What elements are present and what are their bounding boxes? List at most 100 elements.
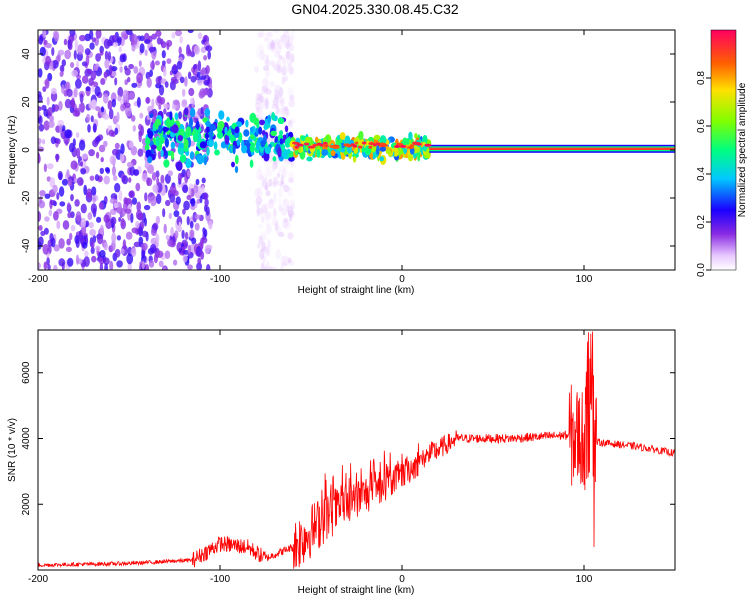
heatmap-cell bbox=[124, 208, 132, 214]
heatmap-cell bbox=[110, 66, 118, 72]
heatmap-cell bbox=[315, 136, 319, 143]
heatmap-cell bbox=[50, 199, 57, 206]
heatmap-cell bbox=[204, 198, 209, 207]
heatmap-cell bbox=[73, 49, 77, 60]
heatmap-cell bbox=[48, 120, 55, 128]
heatmap-cell bbox=[224, 126, 228, 135]
heatmap-cell bbox=[139, 35, 145, 42]
heatmap-cell bbox=[128, 190, 134, 198]
colorbar-tick-label: 0.2 bbox=[696, 215, 707, 229]
heatmap-cell bbox=[104, 59, 110, 69]
heatmap-cell bbox=[267, 114, 272, 124]
heatmap-cell bbox=[169, 111, 173, 121]
heatmap-cell bbox=[81, 153, 89, 160]
heatmap-cell bbox=[256, 206, 260, 217]
heatmap-cell bbox=[69, 142, 75, 153]
heatmap-cell bbox=[75, 132, 80, 138]
heatmap-cell bbox=[111, 71, 117, 77]
heatmap-cell bbox=[197, 79, 203, 86]
heatmap-cell bbox=[179, 76, 185, 84]
heatmap-cell bbox=[358, 130, 364, 140]
colorbar-label: Normalized spectral amplitude bbox=[737, 82, 748, 217]
heatmap-cell bbox=[261, 84, 266, 95]
heatmap-cell bbox=[196, 71, 201, 78]
heatmap-cell bbox=[145, 137, 151, 146]
heatmap-cell bbox=[258, 235, 264, 245]
heatmap-cell bbox=[255, 102, 261, 111]
heatmap-cell bbox=[42, 244, 49, 250]
heatmap-cell bbox=[274, 89, 280, 100]
heatmap-cell bbox=[43, 261, 48, 270]
heatmap-cell bbox=[385, 149, 392, 155]
heatmap-cell bbox=[80, 203, 87, 214]
heatmap-cell bbox=[38, 124, 45, 132]
heatmap-cell bbox=[66, 169, 70, 178]
heatmap-cell bbox=[283, 198, 287, 207]
heatmap-cell bbox=[408, 153, 413, 162]
heatmap-cell bbox=[125, 30, 133, 35]
heatmap-cell bbox=[196, 198, 201, 204]
heatmap-cell bbox=[205, 65, 210, 75]
heatmap-cell bbox=[269, 198, 274, 204]
heatmap-cell bbox=[98, 201, 104, 210]
heatmap-cell bbox=[76, 147, 81, 159]
heatmap-cell bbox=[282, 167, 288, 178]
heatmap-cell bbox=[276, 43, 282, 55]
heatmap-cell bbox=[217, 120, 225, 129]
heatmap-cell bbox=[103, 257, 110, 266]
heatmap-cell bbox=[143, 204, 151, 211]
heatmap-cell bbox=[38, 152, 41, 164]
heatmap-cell bbox=[114, 77, 118, 86]
heatmap-cell bbox=[57, 119, 65, 127]
heatmap-cell bbox=[146, 177, 153, 187]
heatmap-cell bbox=[92, 196, 96, 203]
heatmap-cell bbox=[275, 96, 279, 106]
heatmap-cell bbox=[153, 253, 158, 264]
heatmap-cell bbox=[38, 106, 42, 112]
heatmap-cell bbox=[47, 264, 51, 270]
heatmap-cell bbox=[284, 75, 288, 82]
heatmap-cell bbox=[417, 151, 421, 162]
heatmap-cell bbox=[112, 148, 119, 156]
x-tick-label: 0 bbox=[399, 274, 405, 285]
heatmap-cell bbox=[144, 39, 151, 45]
heatmap-cell bbox=[321, 149, 329, 156]
heatmap-cell bbox=[59, 124, 63, 134]
colorbar bbox=[710, 29, 737, 271]
heatmap-cell bbox=[257, 44, 265, 53]
heatmap-cell bbox=[323, 141, 328, 145]
heatmap-cell bbox=[358, 136, 365, 148]
heatmap-cell bbox=[288, 62, 293, 73]
heatmap-cell bbox=[132, 124, 136, 132]
heatmap-cell bbox=[267, 266, 272, 270]
heatmap-cell bbox=[278, 166, 285, 177]
heatmap-cell bbox=[98, 144, 106, 153]
heatmap-cell bbox=[167, 170, 173, 177]
heatmap-cell bbox=[148, 46, 156, 53]
heatmap-cell bbox=[152, 184, 159, 193]
heatmap-cell bbox=[287, 209, 295, 218]
heatmap-cell bbox=[267, 199, 275, 209]
heatmap-cell bbox=[287, 232, 294, 240]
heatmap-cell bbox=[282, 219, 288, 229]
heatmap-cell bbox=[256, 106, 264, 117]
heatmap-cell bbox=[263, 54, 269, 64]
heatmap-cell bbox=[205, 45, 213, 52]
heatmap-cell bbox=[52, 59, 59, 69]
heatmap-cell bbox=[288, 99, 296, 108]
heatmap-cell bbox=[139, 43, 145, 54]
heatmap-cell bbox=[202, 192, 209, 200]
heatmap-cell bbox=[151, 98, 155, 109]
heatmap-cell bbox=[91, 186, 97, 196]
heatmap-cell bbox=[95, 30, 102, 39]
heatmap-cell bbox=[192, 64, 198, 70]
snr-y-label: SNR (10 * v/v) bbox=[7, 418, 18, 482]
heatmap-cell bbox=[208, 139, 214, 147]
heatmap-cell bbox=[99, 224, 104, 236]
heatmap-cell bbox=[285, 108, 289, 116]
heatmap-cell bbox=[77, 177, 84, 186]
heatmap-cell bbox=[116, 260, 123, 268]
heatmap-cell bbox=[178, 128, 185, 137]
heatmap-cell bbox=[183, 200, 190, 211]
heatmap-cell bbox=[231, 161, 235, 168]
